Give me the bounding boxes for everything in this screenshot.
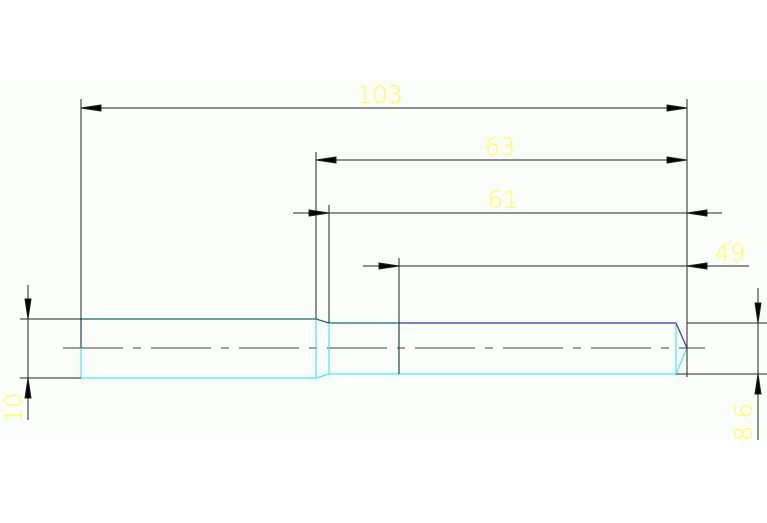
- dimension-text-63: 63: [485, 133, 516, 161]
- dimension-text-103: 103: [357, 81, 403, 109]
- chamfer-top: [315, 318, 330, 324]
- arrow-head: [80, 104, 102, 112]
- chamfer-bottom: [315, 373, 330, 379]
- arrow-head: [24, 298, 32, 320]
- drawing-area: [0, 80, 767, 440]
- arrow-head: [666, 104, 688, 112]
- tip-bottom: [675, 347, 688, 375]
- arrow-head: [754, 302, 762, 324]
- dimension-text-10: 10: [0, 393, 28, 424]
- arrow-head: [686, 209, 708, 217]
- arrow-head: [686, 262, 708, 270]
- arrow-head: [308, 209, 330, 217]
- arrow-head: [24, 377, 32, 399]
- dimension-text-61: 61: [488, 186, 519, 214]
- arrow-head: [666, 156, 688, 164]
- arrow-head: [315, 156, 337, 164]
- dimensions: [20, 99, 767, 440]
- dimension-text-49: 49: [715, 239, 746, 267]
- arrow-head: [378, 262, 400, 270]
- dimension-text-8-6: 8.6: [730, 403, 758, 441]
- arrow-head: [754, 373, 762, 395]
- tip-top: [675, 322, 688, 349]
